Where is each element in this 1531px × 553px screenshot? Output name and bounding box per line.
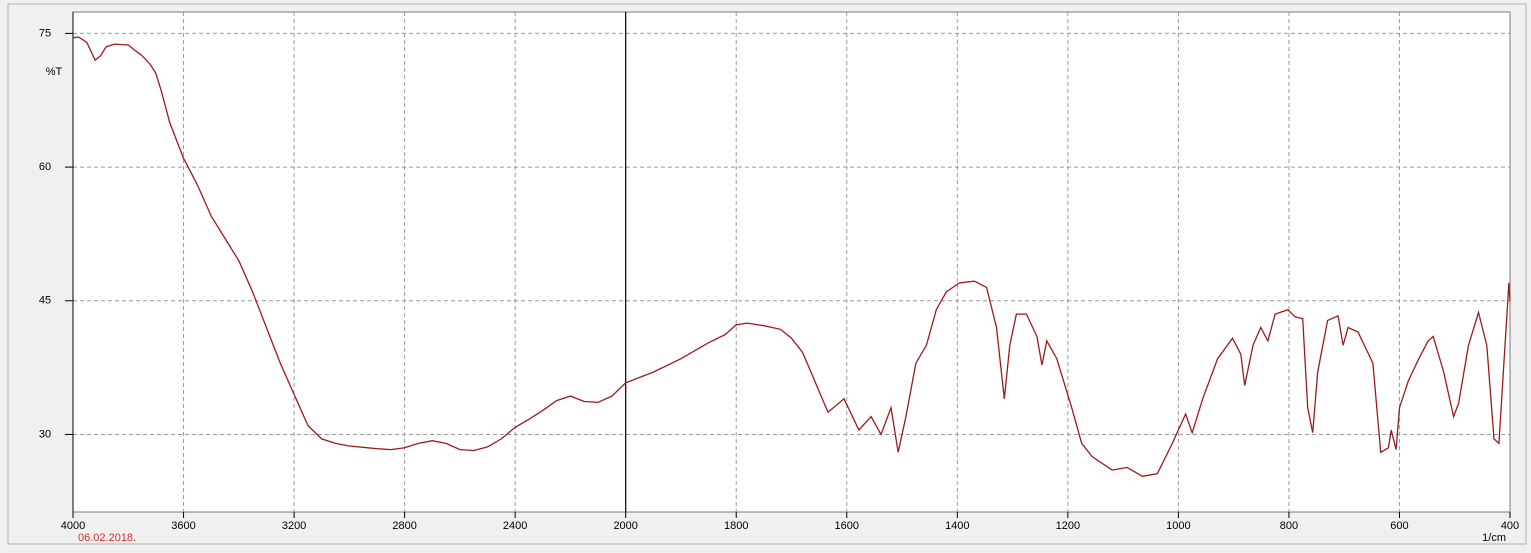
- x-tick-label: 2400: [503, 520, 527, 532]
- x-tick-label: 2000: [613, 520, 637, 532]
- spectrum-line: [72, 36, 1511, 477]
- x-tick-label: 600: [1390, 520, 1408, 532]
- x-tick-label: 1200: [1056, 520, 1080, 532]
- x-tick-label: 3200: [282, 520, 306, 532]
- x-tick-label: 1000: [1166, 520, 1190, 532]
- x-tick-label: 1800: [724, 520, 748, 532]
- y-axis-label: %T: [46, 66, 63, 78]
- x-axis-label: 1/cm: [1482, 532, 1506, 544]
- x-tick-label: 2800: [392, 520, 416, 532]
- x-tick-label: 4000: [61, 520, 85, 532]
- plot-area: [72, 11, 1511, 513]
- x-tick-label: 1400: [945, 520, 969, 532]
- x-tick-label: 1600: [835, 520, 859, 532]
- y-tick-label: 60: [39, 161, 51, 173]
- x-tick-label: 400: [1501, 520, 1519, 532]
- y-tick-label: 45: [39, 295, 51, 307]
- y-tick-label: 30: [39, 428, 51, 440]
- date-annotation: 06.02.2018.: [78, 532, 136, 544]
- y-tick-label: 75: [39, 27, 51, 39]
- x-tick-label: 800: [1280, 520, 1298, 532]
- x-tick-label: 3600: [171, 520, 195, 532]
